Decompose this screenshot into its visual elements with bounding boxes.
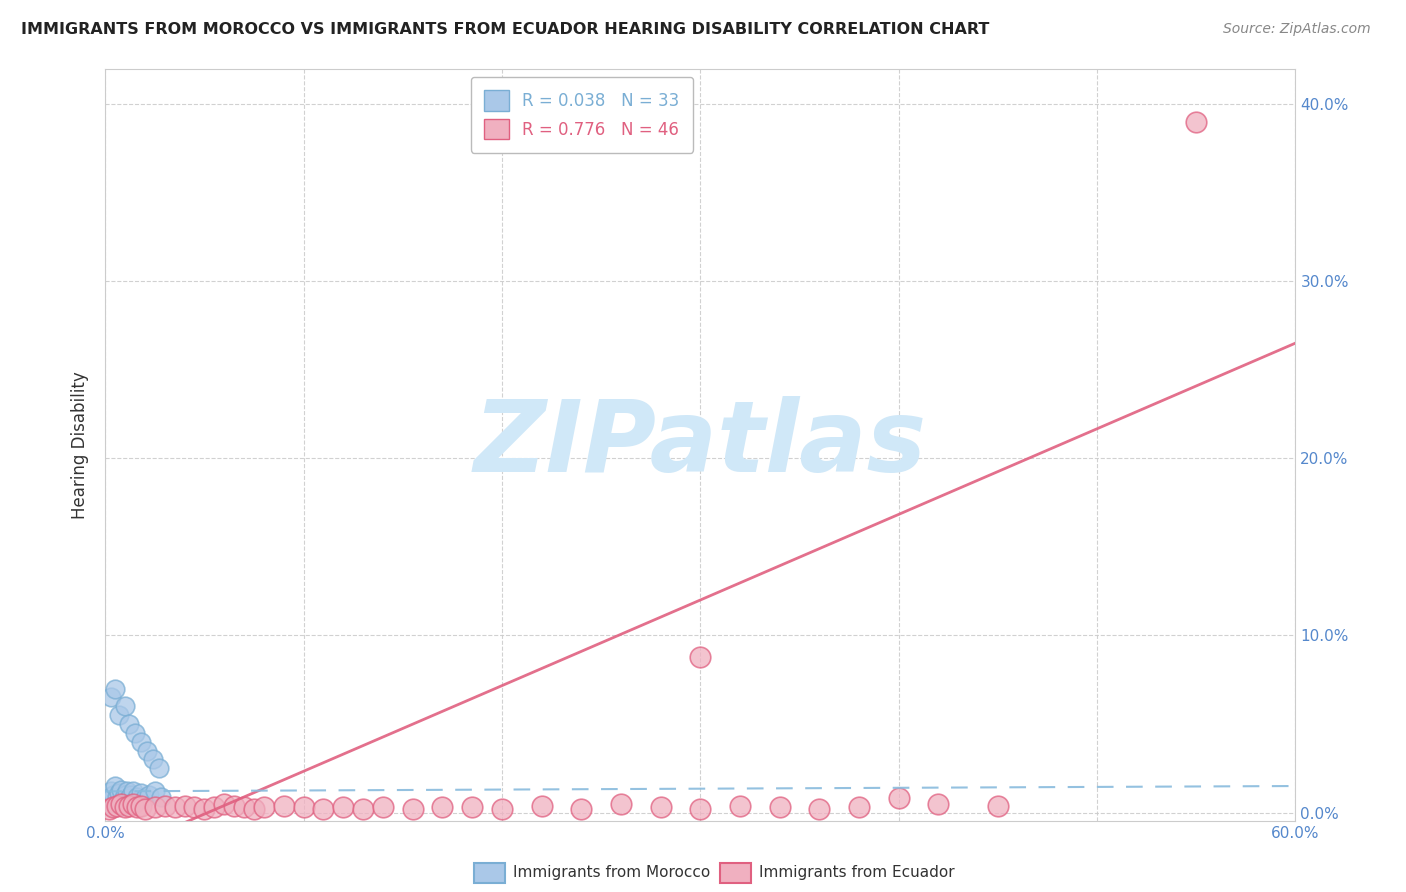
Point xyxy=(129,798,152,813)
Point xyxy=(120,788,142,802)
Point xyxy=(124,795,146,809)
Text: Immigrants from Morocco: Immigrants from Morocco xyxy=(513,865,710,880)
Point xyxy=(987,798,1010,813)
Point xyxy=(134,802,156,816)
Point xyxy=(808,802,831,816)
Point xyxy=(352,802,374,816)
Point xyxy=(98,791,121,805)
Point xyxy=(253,800,276,814)
Point xyxy=(115,784,138,798)
Point xyxy=(108,786,131,800)
Point xyxy=(224,798,246,813)
Point xyxy=(371,800,394,814)
Point xyxy=(122,797,145,811)
Point xyxy=(134,791,156,805)
Point xyxy=(432,800,454,814)
Point xyxy=(530,798,553,813)
Y-axis label: Hearing Disability: Hearing Disability xyxy=(72,371,89,519)
Point xyxy=(98,802,121,816)
Text: Source: ZipAtlas.com: Source: ZipAtlas.com xyxy=(1223,22,1371,37)
Point xyxy=(848,800,870,814)
Point xyxy=(142,752,165,766)
Point xyxy=(569,802,592,816)
Point xyxy=(104,779,127,793)
Point xyxy=(927,797,949,811)
Point xyxy=(173,798,195,813)
Point xyxy=(129,735,152,749)
Text: ZIPatlas: ZIPatlas xyxy=(474,396,927,493)
Point xyxy=(193,802,215,816)
Point xyxy=(689,649,711,664)
Point xyxy=(292,800,315,814)
Point xyxy=(122,784,145,798)
Point xyxy=(101,788,124,802)
Point xyxy=(402,802,425,816)
Point xyxy=(114,800,136,814)
Point xyxy=(112,793,135,807)
Text: Immigrants from Ecuador: Immigrants from Ecuador xyxy=(759,865,955,880)
Point xyxy=(149,789,172,804)
Point xyxy=(1185,114,1208,128)
Point xyxy=(105,789,128,804)
Point xyxy=(143,784,166,798)
Point xyxy=(110,782,132,797)
Point xyxy=(105,798,128,813)
Point xyxy=(312,802,335,816)
Point xyxy=(129,786,152,800)
Point xyxy=(143,800,166,814)
Point xyxy=(100,690,122,705)
Point xyxy=(114,699,136,714)
Point xyxy=(769,800,792,814)
Point xyxy=(118,797,141,811)
Point xyxy=(728,798,751,813)
Point xyxy=(610,797,633,811)
Point xyxy=(153,798,176,813)
Point xyxy=(138,788,160,802)
Point xyxy=(118,798,141,813)
Point xyxy=(183,800,205,814)
Text: IMMIGRANTS FROM MOROCCO VS IMMIGRANTS FROM ECUADOR HEARING DISABILITY CORRELATIO: IMMIGRANTS FROM MOROCCO VS IMMIGRANTS FR… xyxy=(21,22,990,37)
Point xyxy=(461,800,484,814)
Point xyxy=(202,800,225,814)
Point xyxy=(148,761,170,775)
Point xyxy=(887,791,910,805)
Point xyxy=(689,802,711,816)
Point xyxy=(125,789,148,804)
Point xyxy=(124,726,146,740)
Point xyxy=(332,800,354,814)
Point xyxy=(101,800,124,814)
Point xyxy=(100,784,122,798)
Point xyxy=(650,800,672,814)
Point xyxy=(104,681,127,696)
Point xyxy=(212,797,235,811)
Point xyxy=(135,743,157,757)
Point xyxy=(108,708,131,723)
Point xyxy=(101,800,124,814)
Point xyxy=(118,717,141,731)
Point xyxy=(125,800,148,814)
Point xyxy=(233,800,256,814)
Point xyxy=(118,791,141,805)
Point xyxy=(491,802,513,816)
Point xyxy=(110,798,132,813)
Legend: R = 0.038   N = 33, R = 0.776   N = 46: R = 0.038 N = 33, R = 0.776 N = 46 xyxy=(471,77,693,153)
Point xyxy=(110,797,132,811)
Point xyxy=(273,798,295,813)
Point xyxy=(243,802,266,816)
Point xyxy=(114,788,136,802)
Point xyxy=(163,800,186,814)
